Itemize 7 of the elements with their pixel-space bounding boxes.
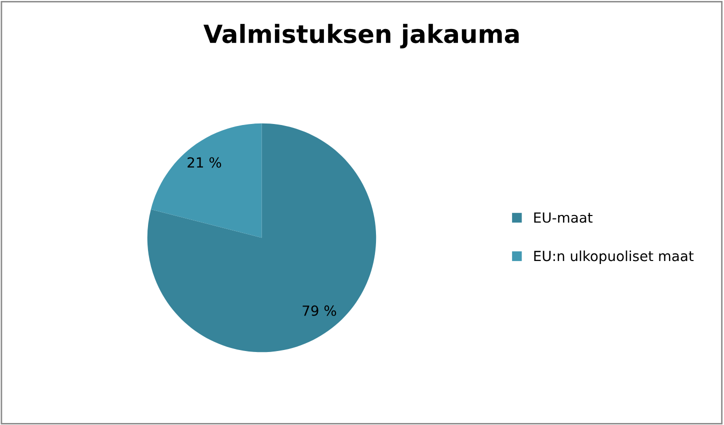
pie-slice: [150, 123, 262, 238]
legend-label: EU-maat: [534, 212, 593, 223]
chart-title: Valmistuksen jakauma: [203, 24, 519, 48]
data-label: 21 %: [188, 157, 222, 168]
pie-slice: [147, 123, 376, 352]
data-label: 79 %: [302, 305, 336, 316]
legend-label: EU:n ulkopuoliset maat: [534, 250, 694, 264]
